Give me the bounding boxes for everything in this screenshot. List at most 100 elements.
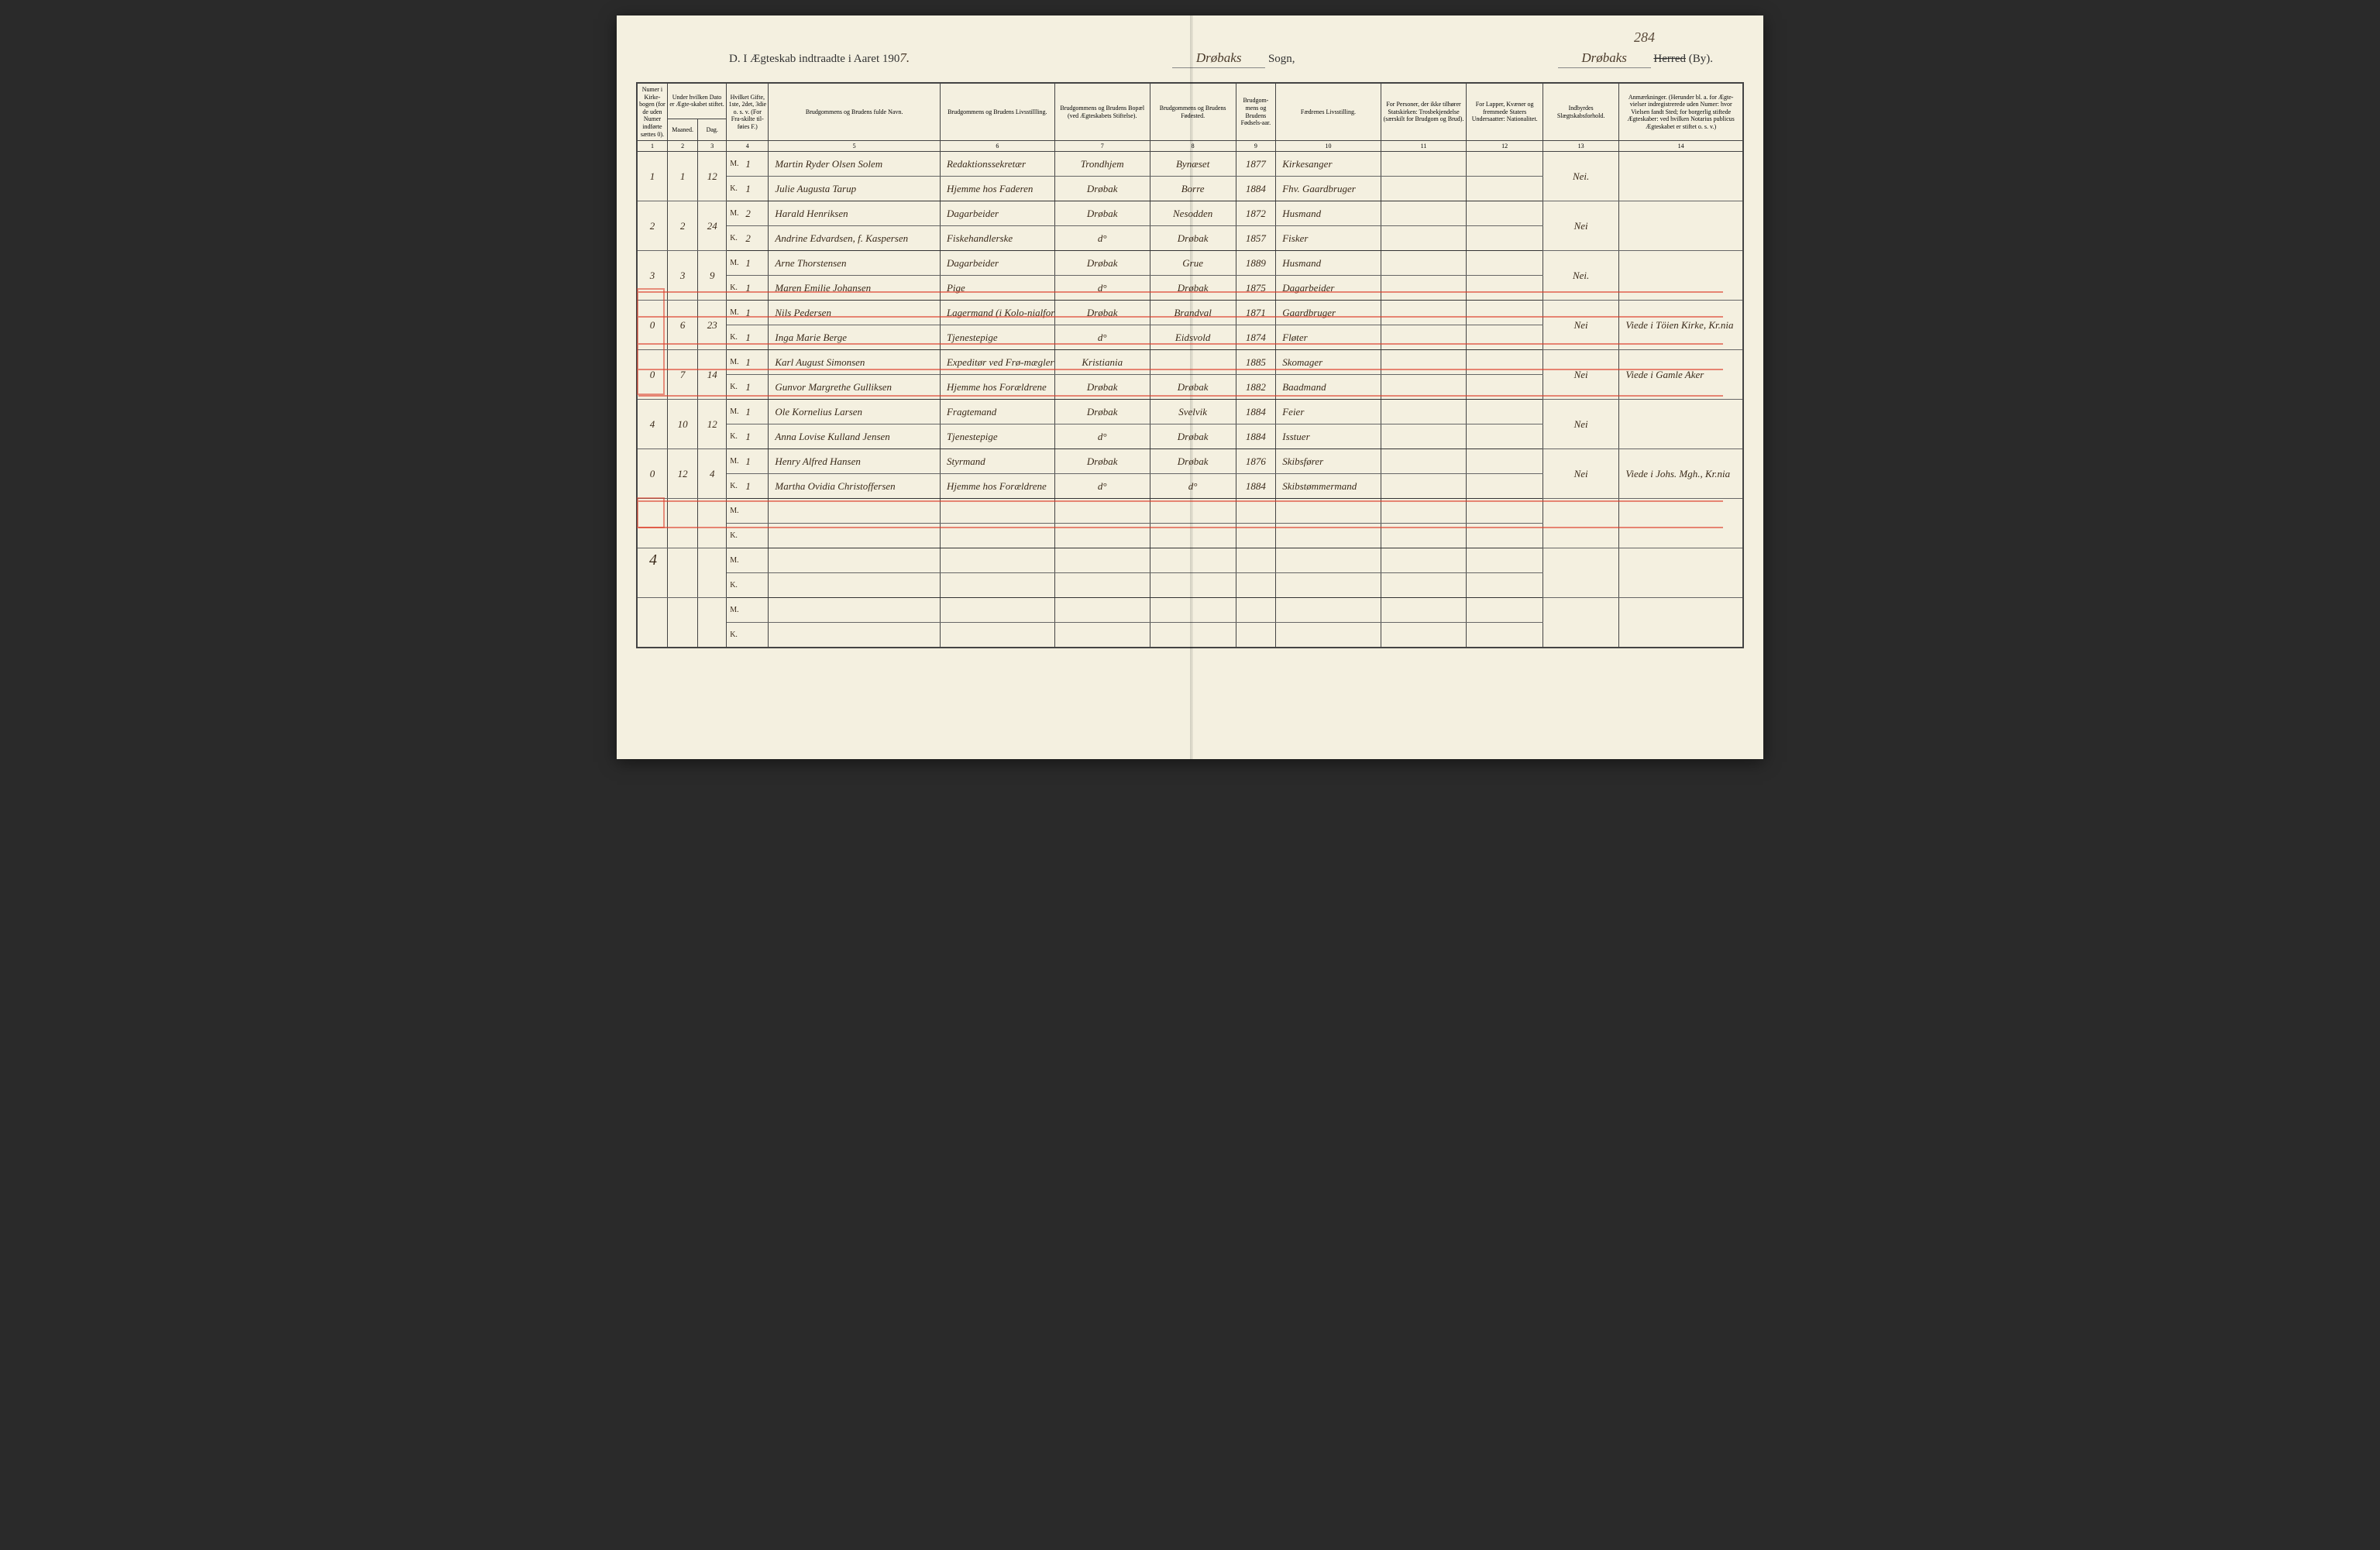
cell	[637, 598, 667, 648]
col-header-date: Under hvilken Dato er Ægte-skabet stifte…	[667, 83, 726, 119]
cell: 1877	[1236, 152, 1276, 177]
cell: 3	[637, 251, 667, 301]
table-row: M.	[637, 548, 1743, 573]
cell: Nesodden	[1150, 201, 1236, 226]
cell: K.	[727, 474, 746, 499]
col-header-day: Dag.	[698, 119, 727, 141]
cell	[1619, 548, 1743, 598]
cell: Feier	[1276, 400, 1381, 424]
column-number-row: 1234567891011121314	[637, 141, 1743, 152]
col-num-11: 11	[1381, 141, 1467, 152]
cell	[1150, 573, 1236, 598]
cell: Eidsvold	[1150, 325, 1236, 350]
col-header-birth: Brudgommens og Brudens Fødested.	[1150, 83, 1236, 141]
cell: 12	[698, 152, 727, 201]
cell: 1871	[1236, 301, 1276, 325]
cell	[1467, 623, 1543, 648]
cell: Kirkesanger	[1276, 152, 1381, 177]
cell	[637, 499, 667, 548]
cell: d°	[1054, 276, 1150, 301]
cell: Skomager	[1276, 350, 1381, 375]
cell: 4	[637, 400, 667, 449]
cell: Husmand	[1276, 201, 1381, 226]
cell	[1381, 375, 1467, 400]
table-row: M.	[637, 499, 1743, 524]
cell: Harald Henriksen	[769, 201, 941, 226]
cell	[1543, 548, 1618, 598]
cell: Nei.	[1543, 251, 1618, 301]
cell	[1381, 400, 1467, 424]
cell	[1381, 424, 1467, 449]
col-header-year: Brudgom-mens og Brudens Fødsels-aar.	[1236, 83, 1276, 141]
cell: Svelvik	[1150, 400, 1236, 424]
col-num-1: 1	[637, 141, 667, 152]
cell: Grue	[1150, 251, 1236, 276]
cell	[667, 598, 697, 648]
cell: d°	[1150, 474, 1236, 499]
cell	[698, 598, 727, 648]
cell	[1467, 152, 1543, 177]
marriage-register-table: Numer i Kirke-bogen (for de uden Numer i…	[636, 82, 1744, 648]
cell	[1276, 499, 1381, 524]
cell: Gaardbruger	[1276, 301, 1381, 325]
cell: Fhv. Gaardbruger	[1276, 177, 1381, 201]
cell: Tjenestepige	[940, 424, 1054, 449]
cell: M.	[727, 449, 746, 474]
cell: 6	[667, 301, 697, 350]
cell	[745, 524, 769, 548]
cell	[1381, 301, 1467, 325]
cell	[1467, 524, 1543, 548]
cell	[769, 548, 941, 573]
cell: Bynæset	[1150, 152, 1236, 177]
cell	[1543, 598, 1618, 648]
cell: Nils Pedersen	[769, 301, 941, 325]
cell	[1150, 598, 1236, 623]
cell: Styrmand	[940, 449, 1054, 474]
col-header-occ: Brudgommens og Brudens Livsstillling.	[940, 83, 1054, 141]
table-row: 2224M.2Harald HenriksenDagarbeiderDrøbak…	[637, 201, 1743, 226]
cell	[698, 499, 727, 548]
cell: Skibstømmermand	[1276, 474, 1381, 499]
cell: Karl August Simonsen	[769, 350, 941, 375]
cell	[1619, 201, 1743, 251]
cell: M.	[727, 499, 746, 524]
cell	[1236, 598, 1276, 623]
cell: Baadmand	[1276, 375, 1381, 400]
cell: 1884	[1236, 474, 1276, 499]
col-header-name: Brudgommens og Brudens fulde Navn.	[769, 83, 941, 141]
cell: 24	[698, 201, 727, 251]
cell: Fragtemand	[940, 400, 1054, 424]
cell: 1874	[1236, 325, 1276, 350]
cell	[940, 623, 1054, 648]
cell	[1467, 400, 1543, 424]
cell: 1	[745, 152, 769, 177]
table-row: 0124M.1Henry Alfred HansenStyrmandDrøbak…	[637, 449, 1743, 474]
by-label: (By).	[1689, 53, 1713, 65]
col-num-10: 10	[1276, 141, 1381, 152]
cell: Tjenestepige	[940, 325, 1054, 350]
cell: 12	[667, 449, 697, 499]
table-row: M.	[637, 598, 1743, 623]
col-header-month: Maaned.	[667, 119, 697, 141]
cell: 0	[637, 301, 667, 350]
cell: K.	[727, 573, 746, 598]
cell: Redaktionssekretær	[940, 152, 1054, 177]
col-num-12: 12	[1467, 141, 1543, 152]
cell	[1381, 276, 1467, 301]
cell: 2	[667, 201, 697, 251]
cell	[667, 499, 697, 548]
cell: 1	[745, 325, 769, 350]
cell: 1	[745, 177, 769, 201]
cell: 1	[745, 449, 769, 474]
cell: Anna Lovise Kulland Jensen	[769, 424, 941, 449]
cell: 1875	[1236, 276, 1276, 301]
cell	[769, 623, 941, 648]
cell: K.	[727, 524, 746, 548]
cell	[1381, 325, 1467, 350]
cell	[1619, 152, 1743, 201]
cell: Nei	[1543, 350, 1618, 400]
cell: 14	[698, 350, 727, 400]
cell	[1467, 375, 1543, 400]
cell	[1467, 350, 1543, 375]
table-head: Numer i Kirke-bogen (for de uden Numer i…	[637, 83, 1743, 152]
